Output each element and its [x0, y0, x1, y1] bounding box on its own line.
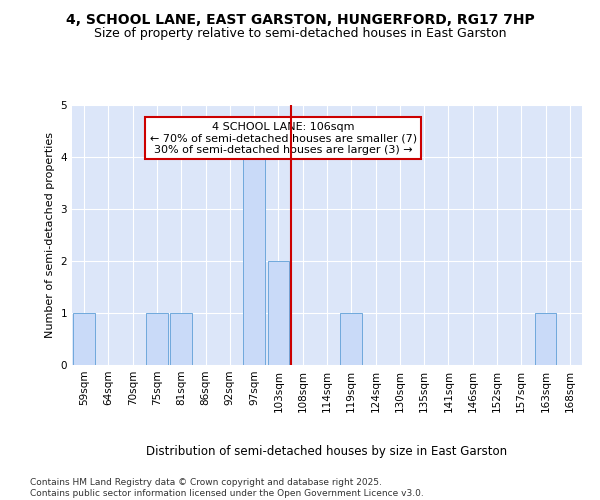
Bar [170, 313, 192, 365]
Bar [268, 261, 289, 365]
Text: Contains HM Land Registry data © Crown copyright and database right 2025.
Contai: Contains HM Land Registry data © Crown c… [30, 478, 424, 498]
Text: Size of property relative to semi-detached houses in East Garston: Size of property relative to semi-detach… [94, 28, 506, 40]
Bar [535, 313, 556, 365]
Bar [243, 157, 265, 365]
Bar [340, 313, 362, 365]
Text: Distribution of semi-detached houses by size in East Garston: Distribution of semi-detached houses by … [146, 444, 508, 458]
Text: 4, SCHOOL LANE, EAST GARSTON, HUNGERFORD, RG17 7HP: 4, SCHOOL LANE, EAST GARSTON, HUNGERFORD… [65, 12, 535, 26]
Bar [73, 313, 95, 365]
Y-axis label: Number of semi-detached properties: Number of semi-detached properties [45, 132, 55, 338]
Text: 4 SCHOOL LANE: 106sqm
← 70% of semi-detached houses are smaller (7)
30% of semi-: 4 SCHOOL LANE: 106sqm ← 70% of semi-deta… [150, 122, 417, 155]
Bar [146, 313, 168, 365]
